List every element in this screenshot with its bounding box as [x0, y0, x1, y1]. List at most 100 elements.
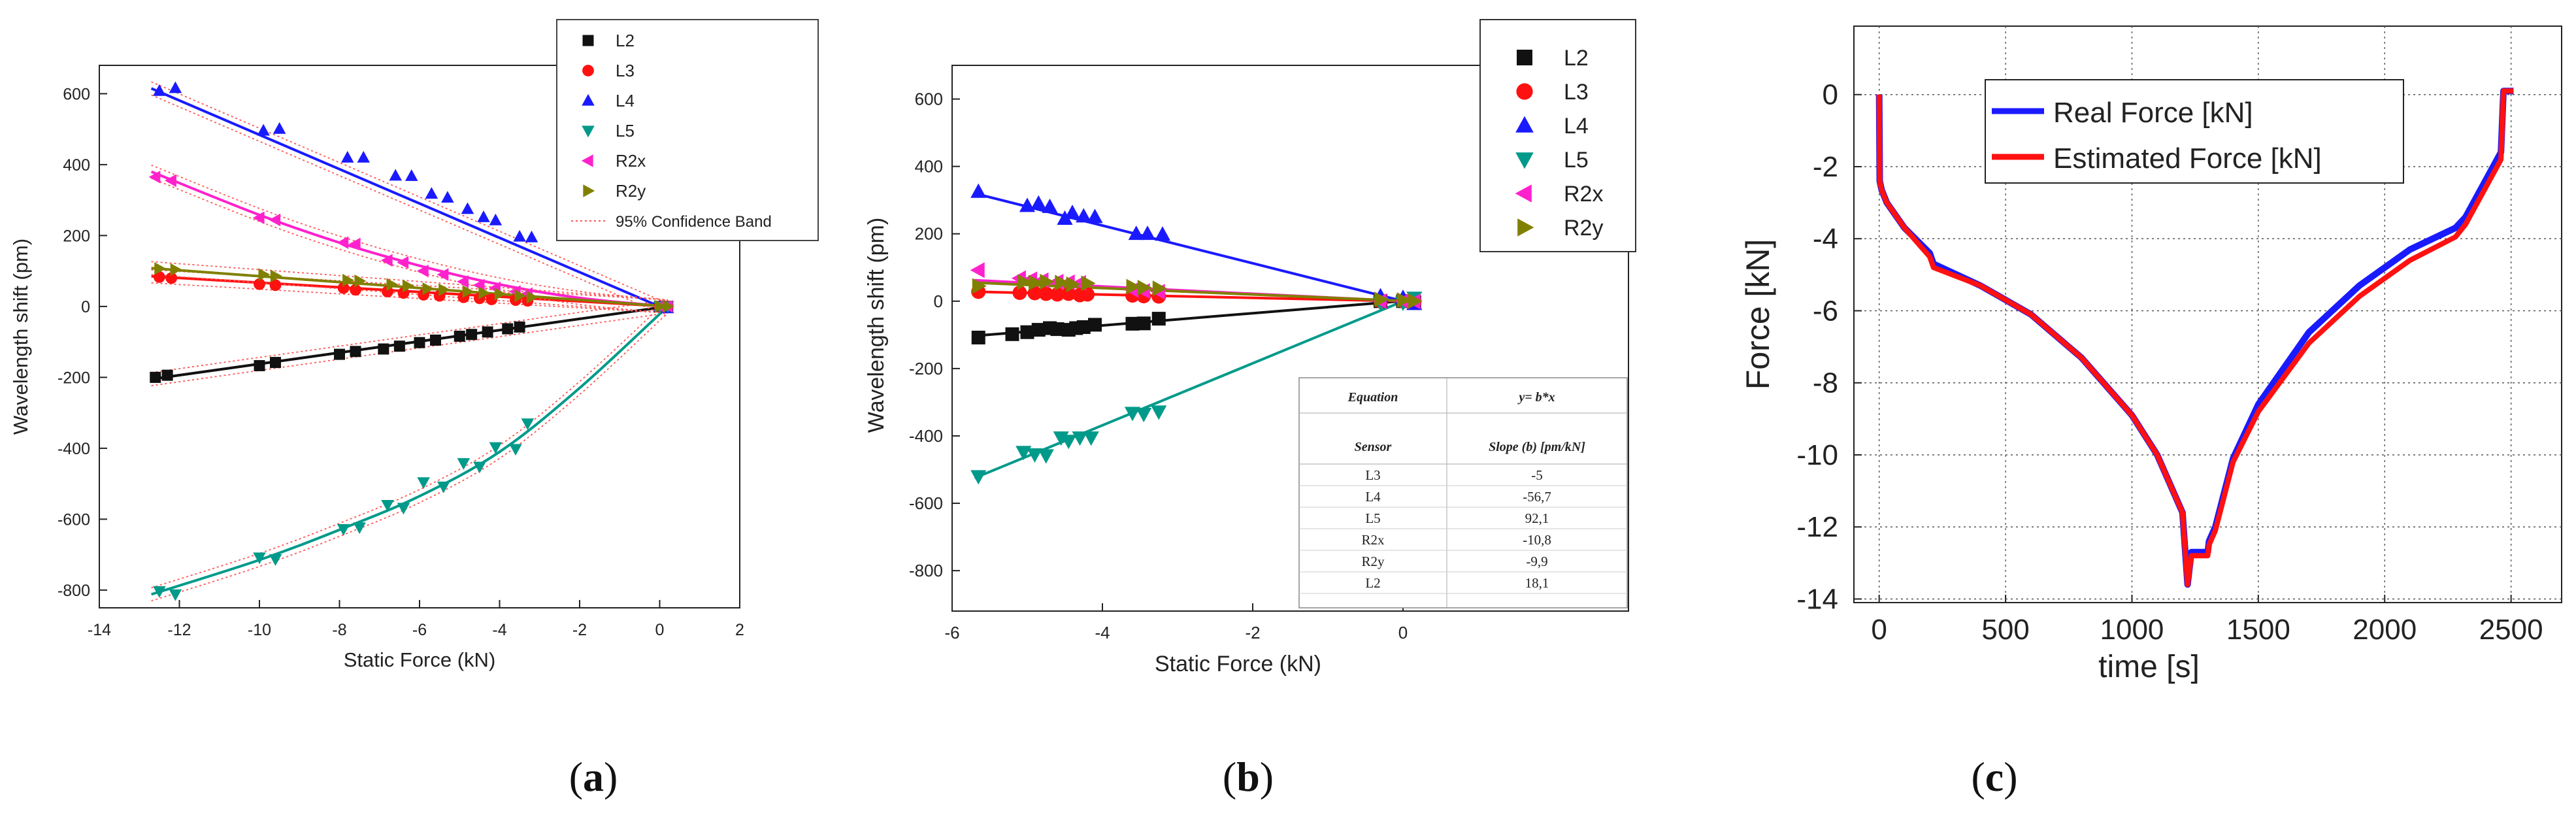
data-point-r2y	[663, 300, 674, 313]
data-point-l5	[489, 442, 503, 454]
panel-caption-b: (b)	[1223, 754, 1274, 800]
data-point-r2y	[342, 273, 354, 287]
table-cell-sensor: R2x	[1361, 532, 1385, 548]
data-point-r2y	[1040, 273, 1055, 290]
data-point-l2	[1125, 316, 1140, 331]
data-point-l2	[1136, 316, 1151, 331]
data-point-l4	[513, 229, 526, 242]
data-point-l5	[253, 552, 266, 565]
x-tick-label: 1500	[2226, 614, 2290, 646]
data-point-l4	[357, 150, 371, 163]
data-point-l3	[1061, 286, 1076, 301]
data-point-l2	[1151, 312, 1166, 326]
confidence-band-upper	[151, 299, 669, 589]
data-point-r2y	[1055, 274, 1070, 291]
data-point-r2y	[494, 288, 506, 301]
legend-box	[1985, 79, 2404, 184]
data-point-l5	[1083, 431, 1099, 446]
y-tick-label: 400	[915, 157, 943, 176]
legend-label: L2	[616, 31, 635, 50]
data-point-r2y	[1126, 278, 1141, 295]
y-tick-label: -800	[58, 582, 90, 600]
legend-marker-r2x	[1515, 184, 1532, 203]
data-point-l5	[1027, 448, 1043, 463]
data-point-l3	[1012, 285, 1027, 300]
data-point-l5	[1136, 408, 1152, 423]
x-tick-label: 2000	[2353, 614, 2417, 646]
data-point-l5	[473, 461, 486, 474]
fit-line-r2x	[150, 170, 668, 308]
legend-label: R2y	[1564, 216, 1603, 241]
data-point-l3	[269, 279, 282, 291]
data-point-l5	[1038, 449, 1054, 464]
x-tick-label: -4	[492, 621, 506, 639]
data-point-l3	[165, 272, 178, 284]
data-point-l2	[161, 369, 173, 381]
y-tick-label: -12	[1796, 511, 1838, 543]
y-tick-label: -4	[1813, 223, 1838, 255]
table-subheader: Slope (b) [pm/kN]	[1489, 440, 1585, 454]
data-point-l2	[454, 330, 465, 342]
y-tick-label: -14	[1796, 583, 1838, 615]
y-tick-label: -400	[58, 440, 90, 458]
data-point-l2	[971, 330, 985, 344]
legend-label: Real Force [kN]	[2053, 97, 2253, 129]
data-point-l4	[405, 169, 418, 181]
data-point-r2y	[270, 269, 282, 283]
data-point-l4	[389, 169, 403, 181]
data-point-l4	[257, 124, 270, 136]
y-tick-label: -8	[1813, 367, 1838, 399]
data-point-r2x	[416, 264, 429, 278]
data-point-l3	[350, 284, 361, 296]
data-point-l4	[169, 81, 182, 93]
data-point-l4	[525, 230, 538, 242]
y-tick-label: -200	[58, 369, 90, 387]
x-tick-label: -12	[167, 621, 191, 639]
data-point-r2y	[462, 285, 474, 298]
table-subheader: Sensor	[1355, 440, 1392, 454]
panel-caption-a: (a)	[569, 754, 618, 800]
table-cell-slope: -10,8	[1523, 532, 1551, 548]
data-point-l2	[466, 329, 478, 341]
y-tick-label: -400	[909, 426, 943, 446]
confidence-band-upper	[151, 164, 668, 301]
legend-marker-r2y	[1517, 218, 1534, 237]
data-point-r2x	[269, 213, 281, 227]
data-point-r2x	[380, 254, 393, 267]
data-point-l3	[153, 271, 165, 283]
y-axis-label: Wavelength shift (pm)	[864, 218, 889, 433]
y-tick-label: 200	[63, 227, 90, 245]
panel-a-chart: -14 -12 -10 -8 -6 -4 -2 0 2 -800 -600 -400 -200 0 200 4…	[9, 19, 819, 671]
fit-line-l4	[150, 87, 669, 312]
legend-label: L3	[1564, 80, 1589, 105]
legend-label: Estimated Force [kN]	[2053, 142, 2322, 175]
data-point-l4	[425, 187, 438, 199]
fit-line-l3	[151, 274, 668, 308]
data-point-l2	[1088, 318, 1102, 332]
y-tick-label: -200	[909, 359, 943, 378]
legend-marker-l2	[582, 35, 594, 46]
y-tick-label: -600	[58, 510, 90, 529]
data-point-l5	[437, 481, 450, 493]
data-point-r2y	[1066, 276, 1081, 293]
data-point-l3	[254, 278, 265, 290]
data-point-l5	[970, 470, 987, 485]
y-axis-label: Force [kN]	[1740, 239, 1776, 390]
data-point-l4	[1019, 197, 1036, 212]
data-point-r2y	[386, 278, 399, 291]
table-cell-sensor: L3	[1365, 467, 1380, 483]
caption-paren-open: (	[569, 754, 583, 800]
data-point-l5	[1072, 431, 1088, 446]
y-axis-label: Wavelength shift (pm)	[9, 239, 32, 435]
data-point-r2y	[1374, 291, 1389, 308]
data-point-l4	[461, 202, 474, 214]
x-tick-label: 0	[655, 621, 665, 639]
legend-marker-l3	[582, 65, 594, 76]
y-tick-label: -6	[1813, 295, 1838, 327]
legend-marker-l5	[1515, 152, 1534, 169]
x-tick-label: -2	[572, 621, 587, 639]
table-cell-slope: -5	[1531, 467, 1543, 483]
table-cell-sensor: R2y	[1361, 554, 1385, 569]
data-point-r2y	[1137, 280, 1152, 296]
